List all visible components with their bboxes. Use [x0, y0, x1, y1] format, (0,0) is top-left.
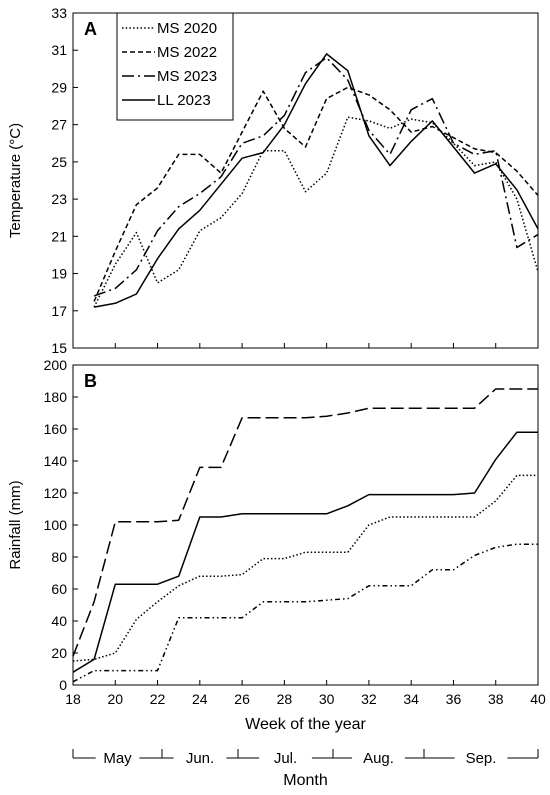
y-tick-label: 160 [44, 421, 68, 437]
x-tick-label: 36 [446, 691, 462, 707]
month-label: Jun. [186, 750, 214, 767]
x-tick-label: 24 [192, 691, 208, 707]
panel-a-temperature-chart: 15 17 19 21 23 25 27 29 31 33 A Temperature (°C) MS … [7, 5, 539, 356]
y-tick-label: 100 [44, 517, 68, 533]
x-tick-label: 32 [361, 691, 377, 707]
x-tick-label: 40 [530, 691, 546, 707]
month-axis: May Jun. Jul. Aug. Sep. Month [72, 749, 539, 789]
y-tick-label: 25 [51, 154, 67, 170]
legend-label: MS 2022 [157, 44, 217, 61]
x-axis-label: Week of the year [245, 716, 366, 733]
series-line-ll-2023 [93, 53, 539, 308]
y-tick-label: 40 [51, 613, 67, 629]
y-tick-label: 31 [51, 42, 67, 58]
plot-frame [72, 364, 539, 686]
y-tick-label: 21 [51, 228, 67, 244]
legend-label: MS 2020 [157, 20, 217, 37]
month-label: Jul. [274, 750, 297, 767]
y-tick-label: 20 [51, 645, 67, 661]
y-tick-label: 19 [51, 266, 67, 282]
legend-label: LL 2023 [157, 92, 211, 109]
month-label: May [103, 750, 132, 767]
y-tick-label: 120 [44, 485, 68, 501]
y-tick-label: 23 [51, 191, 67, 207]
plot-frame [72, 12, 539, 349]
y-tick-label: 29 [51, 79, 67, 95]
series-line-ms-2022 [93, 86, 539, 302]
month-axis-title: Month [283, 772, 327, 789]
y-tick-label: 200 [44, 357, 68, 373]
panel-b-rainfall-chart: 0 20 40 60 80 100 120 140 160 180 200 18 20 22 24 26 28 3… [7, 357, 546, 733]
x-tick-label: 26 [234, 691, 250, 707]
legend-box [116, 12, 234, 121]
series-line-2 [72, 474, 538, 662]
y-axis-label: Rainfall (mm) [7, 480, 24, 569]
y-tick-label: 180 [44, 389, 68, 405]
x-tick-label: 28 [277, 691, 293, 707]
y-tick-label: 27 [51, 117, 67, 133]
x-tick-label: 22 [150, 691, 166, 707]
series-line-0 [72, 388, 538, 657]
x-tick-label: 20 [107, 691, 123, 707]
month-label: Aug. [363, 750, 394, 767]
y-tick-label: 60 [51, 581, 67, 597]
y-tick-label: 15 [51, 340, 67, 356]
y-tick-label: 80 [51, 549, 67, 565]
y-axis-label: Temperature (°C) [7, 123, 24, 238]
legend-label: MS 2023 [157, 68, 217, 85]
x-tick-label: 38 [488, 691, 504, 707]
legend: MS 2020 MS 2022 MS 2023 LL 2023 [116, 12, 234, 121]
panel-label: A [84, 19, 97, 39]
series-line-ms-2020 [93, 116, 539, 308]
x-tick-label: 18 [65, 691, 81, 707]
series-line-ms-2023 [93, 56, 539, 297]
month-label: Sep. [466, 750, 497, 767]
x-tick-label: 34 [403, 691, 419, 707]
series-line-1 [72, 431, 538, 673]
panel-label: B [84, 371, 97, 391]
x-tick-label: 30 [319, 691, 335, 707]
y-tick-label: 140 [44, 453, 68, 469]
y-tick-label: 33 [51, 5, 67, 21]
series-line-3 [72, 543, 538, 683]
y-tick-label: 17 [51, 303, 67, 319]
y-tick-label: 0 [59, 677, 67, 693]
